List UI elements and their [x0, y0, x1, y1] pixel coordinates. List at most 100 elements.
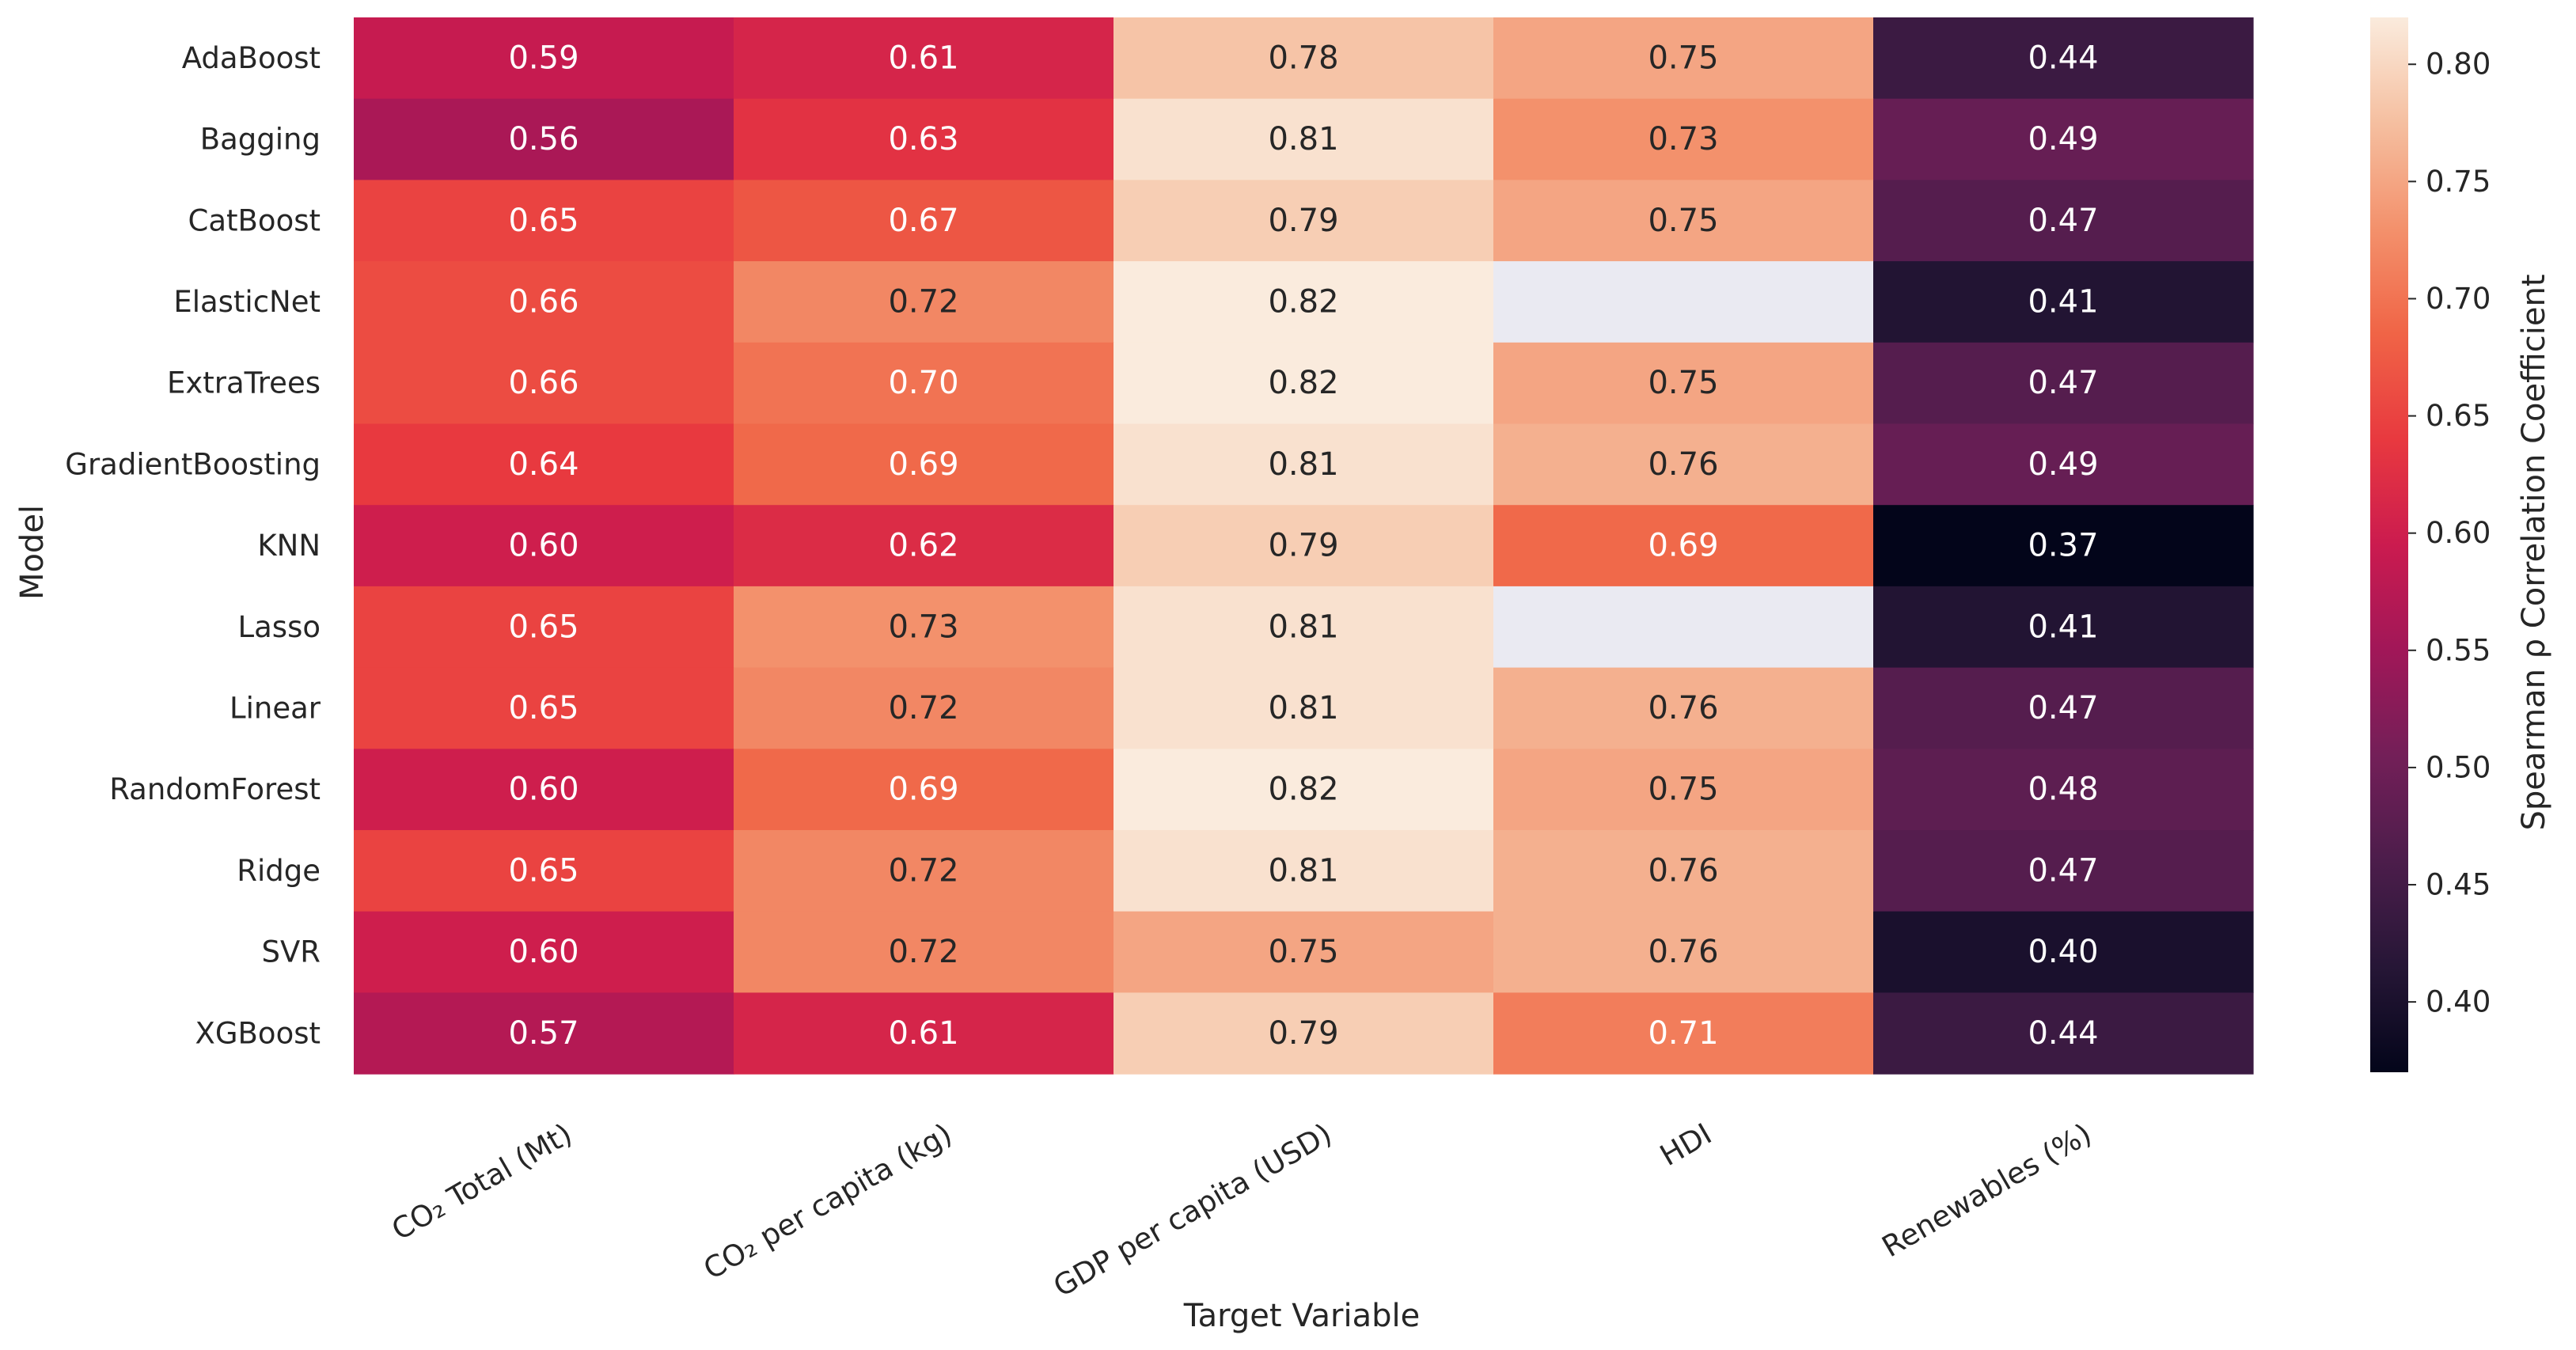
cell-value-label: 0.37 — [2028, 528, 2098, 564]
heatmap-cell — [734, 342, 1114, 425]
cell-value-label: 0.57 — [508, 1015, 579, 1052]
heatmap-cell — [734, 98, 1114, 180]
cell-value-label: 0.82 — [1268, 365, 1338, 401]
cell-value-label: 0.65 — [508, 852, 579, 889]
heatmap-cell — [1493, 830, 1874, 912]
heatmap-cell — [1113, 911, 1494, 993]
cell-value-label: 0.82 — [1268, 772, 1338, 808]
heatmap-cell — [1113, 180, 1494, 262]
cell-value-label: 0.82 — [1268, 283, 1338, 320]
y-tick-label: XGBoost — [195, 1016, 321, 1050]
heatmap-cell — [734, 749, 1114, 831]
cell-value-label: 0.75 — [1648, 772, 1718, 808]
colorbar-tick-label: 0.45 — [2426, 868, 2491, 902]
cell-value-label: 0.60 — [508, 528, 579, 564]
heatmap-cell — [354, 749, 734, 831]
cell-value-label: 0.44 — [2028, 40, 2098, 76]
cell-value-label: 0.40 — [2028, 934, 2098, 970]
heatmap-cell — [1113, 98, 1494, 180]
colorbar-gradient — [2370, 17, 2408, 1072]
cell-value-label: 0.47 — [2028, 365, 2098, 401]
heatmap-cell — [354, 992, 734, 1075]
cell-value-label: 0.44 — [2028, 1015, 2098, 1052]
colorbar-tick-labels: 0.40 0.45 0.50 0.55 0.60 0.65 0.70 0.75 0.80 — [2408, 47, 2491, 1019]
y-tick-label: CatBoost — [188, 203, 321, 237]
cell-value-label: 0.69 — [888, 772, 958, 808]
heatmap-cell — [1873, 667, 2254, 749]
heatmap-cell — [1873, 261, 2254, 343]
y-tick-label: AdaBoost — [182, 41, 321, 75]
heatmap-cell — [1113, 667, 1494, 749]
x-tick-label: HDI — [1654, 1117, 1717, 1173]
heatmap-cell — [354, 830, 734, 912]
heatmap-cell — [1113, 830, 1494, 912]
heatmap-cell — [734, 911, 1114, 993]
colorbar-tick-label: 0.80 — [2426, 47, 2491, 82]
colorbar-title: Spearman ρ Correlation Coefficient — [2516, 274, 2552, 830]
cell-value-label: 0.78 — [1268, 40, 1338, 76]
heatmap-cell — [1113, 342, 1494, 425]
y-axis-title: Model — [14, 505, 51, 600]
x-tick-label: CO₂ per capita (kg) — [698, 1117, 958, 1286]
cell-value-label: 0.75 — [1648, 365, 1718, 401]
heatmap-cell — [1873, 586, 2254, 669]
cell-value-label: 0.49 — [2028, 446, 2098, 483]
heatmap-cell — [734, 261, 1114, 343]
y-tick-label: GradientBoosting — [65, 447, 321, 481]
cell-value-label: 0.67 — [888, 203, 958, 239]
y-tick-labels: AdaBoost Bagging CatBoost ElasticNet ExtraTr… — [65, 41, 321, 1050]
heatmap-cell — [1113, 749, 1494, 831]
y-tick-label: Bagging — [200, 123, 321, 157]
colorbar-tick-label: 0.40 — [2426, 985, 2491, 1019]
heatmap-cell — [734, 667, 1114, 749]
cell-value-label: 0.41 — [2028, 283, 2098, 320]
cell-value-label: 0.41 — [2028, 609, 2098, 645]
colorbar-tick-label: 0.50 — [2426, 750, 2491, 784]
colorbar-tick-label: 0.65 — [2426, 399, 2491, 433]
heatmap-cell — [1873, 911, 2254, 993]
heatmap-cell — [354, 180, 734, 262]
cell-value-label: 0.81 — [1268, 446, 1338, 483]
heatmap-cell — [1493, 749, 1874, 831]
cell-value-label: 0.73 — [888, 609, 958, 645]
colorbar-tick-label: 0.60 — [2426, 516, 2491, 550]
cell-value-label: 0.79 — [1268, 528, 1338, 564]
cell-value-label: 0.47 — [2028, 852, 2098, 889]
cell-value-label: 0.81 — [1268, 852, 1338, 889]
y-tick-label: RandomForest — [109, 772, 321, 806]
cell-value-label: 0.63 — [888, 121, 958, 157]
heatmap-cell — [1873, 98, 2254, 180]
heatmap-cell-labels: 0.59 0.61 0.78 0.75 0.44 0.56 0.63 0.81 0.73 0.49… — [508, 40, 2098, 1051]
heatmap-cell — [734, 992, 1114, 1075]
heatmap-cell — [734, 180, 1114, 262]
heatmap-cell — [1873, 423, 2254, 506]
cell-value-label: 0.75 — [1648, 203, 1718, 239]
y-tick-label: KNN — [257, 529, 321, 563]
heatmap-cell — [354, 98, 734, 180]
cell-value-label: 0.81 — [1268, 121, 1338, 157]
heatmap-cell — [1493, 261, 1874, 343]
cell-value-label: 0.65 — [508, 690, 579, 726]
heatmap-cell — [1493, 180, 1874, 262]
cell-value-label: 0.49 — [2028, 121, 2098, 157]
cell-value-label: 0.79 — [1268, 1015, 1338, 1052]
y-tick-label: Linear — [230, 691, 321, 725]
y-tick-label: Ridge — [237, 854, 321, 888]
heatmap-cell — [1493, 98, 1874, 180]
x-tick-label: GDP per capita (USD) — [1048, 1117, 1337, 1303]
cell-value-label: 0.47 — [2028, 203, 2098, 239]
heatmap-cell — [1493, 505, 1874, 587]
cell-value-label: 0.75 — [1648, 40, 1718, 76]
cell-value-label: 0.79 — [1268, 203, 1338, 239]
heatmap-cell — [354, 911, 734, 993]
heatmap-cells — [354, 17, 2254, 1075]
heatmap-cell — [734, 830, 1114, 912]
cell-value-label: 0.48 — [2028, 772, 2098, 808]
cell-value-label: 0.76 — [1648, 934, 1718, 970]
cell-value-label: 0.76 — [1648, 690, 1718, 726]
heatmap-cell — [1493, 586, 1874, 669]
cell-value-label: 0.61 — [888, 40, 958, 76]
x-tick-label: CO₂ Total (Mt) — [386, 1117, 578, 1247]
cell-value-label: 0.66 — [508, 283, 579, 320]
